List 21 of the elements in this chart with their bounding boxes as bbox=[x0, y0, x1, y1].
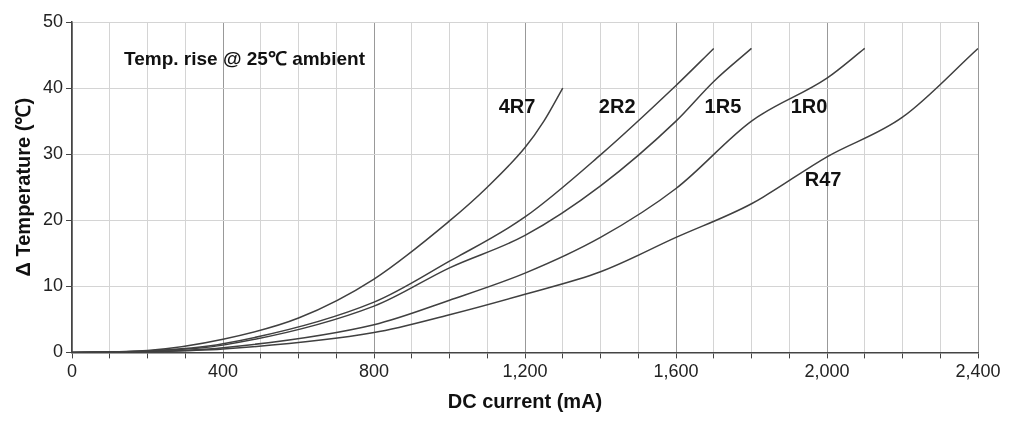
x-tick-label: 400 bbox=[207, 361, 239, 382]
x-tick-label: 1,200 bbox=[502, 361, 548, 382]
series-label: 4R7 bbox=[498, 95, 536, 118]
y-tick-label: 30 bbox=[42, 143, 64, 164]
series-label: 1R5 bbox=[704, 95, 742, 118]
y-tick-label: 20 bbox=[42, 209, 64, 230]
y-tick-label: 50 bbox=[42, 10, 64, 31]
series-label: 1R0 bbox=[790, 95, 828, 118]
x-tick-label: 2,000 bbox=[804, 361, 850, 382]
y-axis-title: Δ Temperature (℃) bbox=[11, 97, 34, 277]
annotation: Temp. rise @ 25℃ ambient bbox=[124, 48, 366, 70]
x-tick-label: 800 bbox=[358, 361, 390, 382]
series-label: R47 bbox=[804, 168, 842, 191]
x-tick-label: 1,600 bbox=[653, 361, 699, 382]
x-axis-title: DC current (mA) bbox=[447, 389, 603, 412]
y-tick-label: 40 bbox=[42, 77, 64, 98]
y-tick-label: 10 bbox=[42, 275, 64, 296]
series-label: 2R2 bbox=[598, 95, 636, 118]
x-tick-label: 0 bbox=[67, 361, 78, 382]
y-tick-label: 0 bbox=[53, 341, 64, 362]
x-tick-label: 2,400 bbox=[955, 361, 1001, 382]
